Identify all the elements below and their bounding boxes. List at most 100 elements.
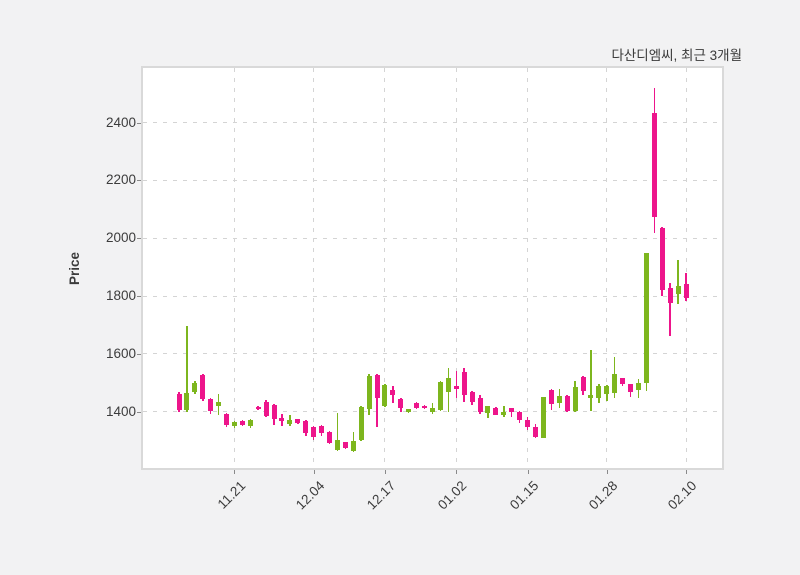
candle-body-down <box>683 284 689 298</box>
gridline-vertical <box>313 68 315 468</box>
candle-body-down <box>200 375 206 399</box>
x-tick-label: 01.15 <box>506 478 542 513</box>
x-tick-mark <box>456 470 458 474</box>
candle-body-up <box>501 411 507 415</box>
candle-wick-up <box>186 326 188 412</box>
gridline-vertical <box>685 68 687 468</box>
gridline-vertical <box>527 68 529 468</box>
candle-body-up <box>350 440 356 451</box>
candle-body-down <box>303 421 309 434</box>
candle-body-up <box>366 375 372 410</box>
gridline-vertical <box>384 68 386 468</box>
x-tick-mark <box>234 470 236 474</box>
candle-wick-up <box>590 350 592 412</box>
candle-body-down <box>580 376 586 392</box>
candle-body-up <box>358 407 364 440</box>
candle-body-down <box>517 411 523 421</box>
candle-body-down <box>295 419 301 424</box>
candle-body-down <box>620 378 626 385</box>
y-tick-mark <box>137 296 141 298</box>
candle-body-down <box>525 420 531 427</box>
x-tick-mark <box>606 470 608 474</box>
plot-area <box>141 66 724 470</box>
candle-body-up <box>216 401 222 406</box>
gridline-horizontal <box>143 237 722 239</box>
candle-body-down <box>548 389 554 404</box>
candle-body-up <box>192 383 198 392</box>
gridline-horizontal <box>143 353 722 355</box>
candle-body-down <box>453 385 459 390</box>
candle-body-up <box>334 439 340 450</box>
candle-body-down <box>651 112 657 217</box>
gridline-vertical <box>233 68 235 468</box>
candle-body-down <box>398 399 404 409</box>
candle-body-down <box>239 420 245 426</box>
y-tick-label: 2000 <box>105 230 136 246</box>
candle-body-up <box>287 420 293 424</box>
candle-body-up <box>556 395 562 403</box>
x-tick-label: 02.10 <box>665 478 700 513</box>
y-tick-mark <box>137 353 141 355</box>
candle-wick-up <box>336 413 339 452</box>
candle-body-up <box>485 406 491 414</box>
candle-body-down <box>628 384 634 392</box>
x-tick-mark <box>384 470 386 474</box>
y-tick-label: 1400 <box>105 403 136 419</box>
candle-body-up <box>604 386 610 395</box>
candle-body-down <box>422 405 428 409</box>
candle-body-down <box>255 407 261 410</box>
candle-body-down <box>263 401 269 416</box>
candle-body-down <box>414 403 420 409</box>
candle-body-down <box>667 287 673 303</box>
candle-wick-up <box>677 259 679 305</box>
candle-body-down <box>477 398 483 412</box>
candle-body-up <box>382 384 388 407</box>
y-tick-mark <box>137 122 141 124</box>
y-tick-mark <box>137 180 141 182</box>
candle-body-up <box>231 422 237 427</box>
candle-body-up <box>675 285 681 294</box>
candle-wick-down <box>376 374 378 428</box>
candle-wick-down <box>510 407 513 417</box>
candle-body-down <box>564 395 570 412</box>
y-tick-label: 2200 <box>105 172 136 188</box>
candle-body-down <box>461 371 467 395</box>
candle-body-up <box>406 409 412 412</box>
candle-wick-up <box>431 402 434 414</box>
x-tick-label: 01.28 <box>585 478 621 513</box>
candle-body-up <box>437 381 443 411</box>
candle-body-down <box>532 426 538 438</box>
gridline-horizontal <box>143 179 722 181</box>
candle-body-down <box>224 413 230 425</box>
gridline-horizontal <box>143 122 722 124</box>
x-tick-label: 01.02 <box>435 478 470 513</box>
candle-body-down <box>493 408 499 415</box>
x-tick-label: 12.04 <box>292 478 328 513</box>
candle-body-up <box>596 385 602 399</box>
candle-body-down <box>319 426 325 434</box>
candle-body-down <box>279 418 285 422</box>
gridline-vertical <box>455 68 457 468</box>
candle-wick-down <box>455 370 458 399</box>
y-tick-label: 1800 <box>105 288 136 304</box>
candle-body-up <box>612 374 618 393</box>
candle-body-down <box>327 431 333 444</box>
y-tick-label: 1600 <box>105 345 136 361</box>
x-tick-mark <box>313 470 315 474</box>
candle-body-up <box>430 408 435 412</box>
candle-body-up <box>643 253 649 384</box>
y-tick-mark <box>137 238 141 240</box>
candle-body-down <box>176 394 182 411</box>
candle-body-down <box>390 389 396 395</box>
chart-title: 다산디엠씨, 최근 3개월 <box>611 48 742 63</box>
candle-body-down <box>311 426 317 437</box>
candle-body-down <box>659 228 665 290</box>
candle-body-up <box>247 419 253 427</box>
candle-body-up <box>588 394 594 398</box>
y-axis-label: Price <box>67 251 83 286</box>
candle-body-down <box>208 398 214 412</box>
x-tick-mark <box>527 470 529 474</box>
y-tick-mark <box>137 411 141 413</box>
y-tick-label: 2400 <box>105 114 136 130</box>
candle-body-up <box>540 397 546 438</box>
